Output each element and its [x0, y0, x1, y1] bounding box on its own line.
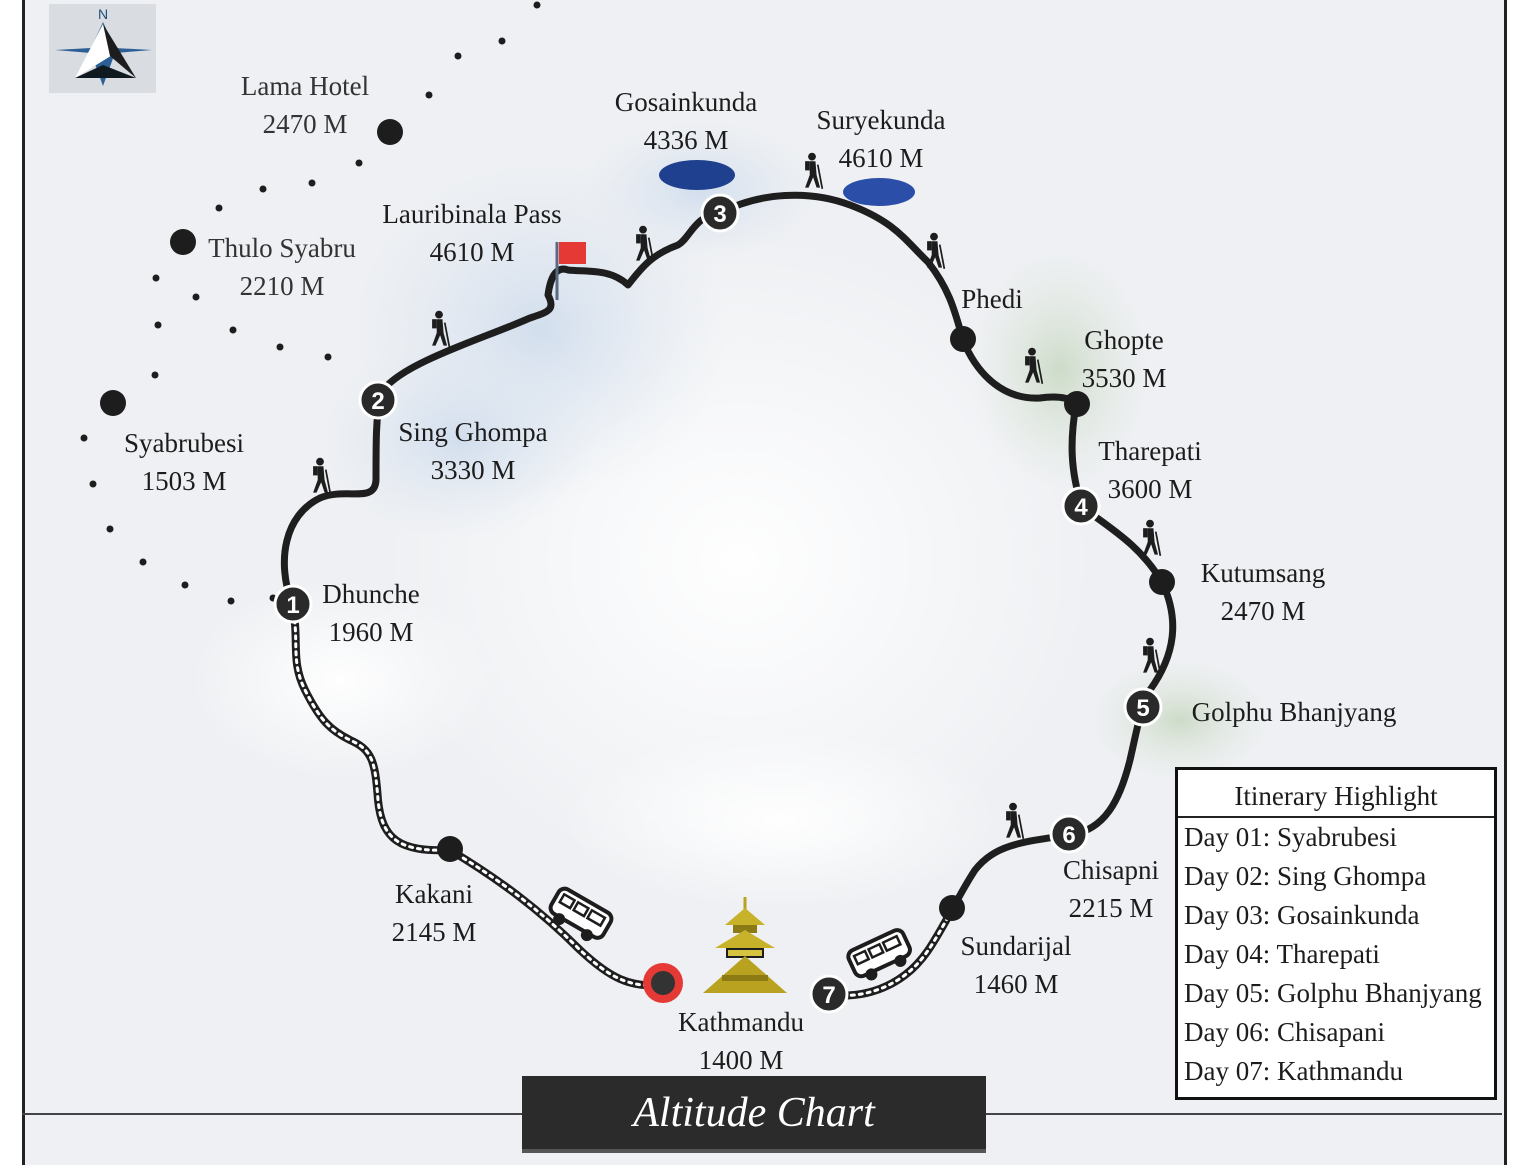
phedi-node [950, 326, 976, 352]
kakani-name: Kakani [395, 879, 473, 909]
syabrubesi-label: Syabrubesi 1503 M [108, 424, 260, 500]
ghopte-label: Ghopte 3530 M [1064, 321, 1184, 397]
itinerary-day-04: Day 04: Tharepati [1184, 939, 1380, 969]
suryekunda-name: Suryekunda [816, 105, 946, 135]
road-route [288, 600, 956, 1000]
svg-text:6: 6 [1062, 822, 1075, 849]
tharepati-name: Tharepati [1098, 436, 1202, 466]
day-marker-7: 7 [809, 974, 849, 1014]
svg-text:1: 1 [286, 592, 299, 619]
altitude-chart-title: Altitude Chart [522, 1076, 986, 1153]
suryekunda-label: Suryekunda 4610 M [796, 101, 966, 177]
kutumsang-node [1149, 569, 1175, 595]
kakani-node [437, 836, 463, 862]
chisapni-altitude: 2215 M [1068, 893, 1154, 923]
kathmandu-name: Kathmandu [678, 1007, 804, 1037]
lama-hotel-node [377, 119, 403, 145]
tharepati-label: Tharepati 3600 M [1085, 432, 1215, 508]
svg-text:4: 4 [1074, 494, 1088, 521]
day-marker-1: 1 [273, 584, 313, 624]
day-marker-5: 5 [1123, 687, 1163, 727]
kutumsang-altitude: 2470 M [1220, 596, 1306, 626]
pass-flag-icon [555, 242, 586, 300]
compass-north-label: N [98, 6, 108, 22]
lama-hotel-name: Lama Hotel [240, 71, 370, 101]
sing-ghompa-name: Sing Ghompa [398, 417, 548, 447]
temple-icon [703, 897, 787, 993]
sing-ghompa-label: Sing Ghompa 3330 M [384, 413, 562, 489]
itinerary-title: Itinerary Highlight [1178, 770, 1494, 818]
day-markers: 1 2 3 4 5 6 7 [273, 193, 1163, 1014]
itinerary-day-01: Day 01: Syabrubesi [1184, 822, 1397, 852]
day-marker-4: 4 [1061, 486, 1101, 526]
itinerary-box: Itinerary Highlight Day 01: Syabrubesi D… [1175, 767, 1497, 1100]
chisapni-label: Chisapni 2215 M [1052, 851, 1170, 927]
dhunche-altitude: 1960 M [328, 617, 414, 647]
itinerary-day-05: Day 05: Golphu Bhanjyang [1184, 978, 1482, 1008]
suryekunda-altitude: 4610 M [838, 143, 924, 173]
bus-icon-west [542, 884, 616, 950]
sundarijal-name: Sundarijal [960, 931, 1072, 961]
lama-hotel-altitude: 2470 M [262, 109, 348, 139]
phedi-label: Phedi [945, 280, 1039, 318]
day-marker-3: 3 [700, 193, 740, 233]
svg-text:3: 3 [713, 201, 726, 228]
itinerary-day-02: Day 02: Sing Ghompa [1184, 861, 1427, 891]
syabrubesi-node [100, 390, 126, 416]
syabrubesi-altitude: 1503 M [141, 466, 227, 496]
chisapni-name: Chisapni [1062, 855, 1159, 885]
day-marker-2: 2 [358, 380, 398, 420]
golphu-name: Golphu Bhanjyang [1191, 697, 1397, 727]
kakani-altitude: 2145 M [391, 917, 477, 947]
lauribinala-name: Lauribinala Pass [382, 199, 562, 229]
kutumsang-label: Kutumsang 2470 M [1185, 554, 1341, 630]
hiker-icon-9 [1005, 801, 1025, 840]
svg-text:2: 2 [371, 388, 384, 415]
thulo-syabru-altitude: 2210 M [239, 271, 325, 301]
ghopte-altitude: 3530 M [1081, 363, 1167, 393]
kakani-label: Kakani 2145 M [375, 875, 493, 951]
itinerary-day-06: Day 06: Chisapani [1184, 1017, 1385, 1047]
lauribinala-label: Lauribinala Pass 4610 M [362, 195, 582, 271]
ghopte-node [1064, 391, 1090, 417]
kathmandu-altitude: 1400 M [698, 1045, 784, 1075]
phedi-name: Phedi [961, 284, 1023, 314]
ghopte-name: Ghopte [1084, 325, 1164, 355]
sing-ghompa-altitude: 3330 M [430, 455, 516, 485]
kathmandu-node [643, 963, 683, 1003]
day-marker-6: 6 [1049, 814, 1089, 854]
sundarijal-node [939, 895, 965, 921]
dhunche-label: Dhunche 1960 M [310, 575, 432, 651]
compass-icon: N [49, 4, 156, 93]
kutumsang-name: Kutumsang [1200, 558, 1326, 588]
sundarijal-label: Sundarijal 1460 M [946, 927, 1086, 1003]
hiker-icon-7 [1142, 518, 1162, 557]
kathmandu-label: Kathmandu 1400 M [662, 1003, 820, 1079]
lauribinala-altitude: 4610 M [429, 237, 515, 267]
svg-text:5: 5 [1136, 695, 1149, 722]
dhunche-name: Dhunche [322, 579, 420, 609]
tharepati-altitude: 3600 M [1107, 474, 1193, 504]
gosainkunda-label: Gosainkunda 4336 M [596, 83, 776, 159]
gosainkunda-altitude: 4336 M [643, 125, 729, 155]
hiker-icon-5 [926, 231, 946, 270]
gosainkunda-name: Gosainkunda [614, 87, 758, 117]
thulo-syabru-node [170, 229, 196, 255]
thulo-syabru-name: Thulo Syabru [208, 233, 356, 263]
golphu-label: Golphu Bhanjyang [1176, 693, 1412, 731]
lama-hotel-label: Lama Hotel 2470 M [225, 67, 385, 143]
suryekunda-lake [843, 178, 915, 206]
svg-text:7: 7 [822, 982, 835, 1009]
itinerary-day-07: Day 07: Kathmandu [1184, 1056, 1403, 1086]
sundarijal-altitude: 1460 M [973, 969, 1059, 999]
gosainkunda-lake [659, 160, 735, 190]
thulo-syabru-label: Thulo Syabru 2210 M [200, 229, 364, 305]
itinerary-day-03: Day 03: Gosainkunda [1184, 900, 1420, 930]
syabrubesi-name: Syabrubesi [124, 428, 244, 458]
